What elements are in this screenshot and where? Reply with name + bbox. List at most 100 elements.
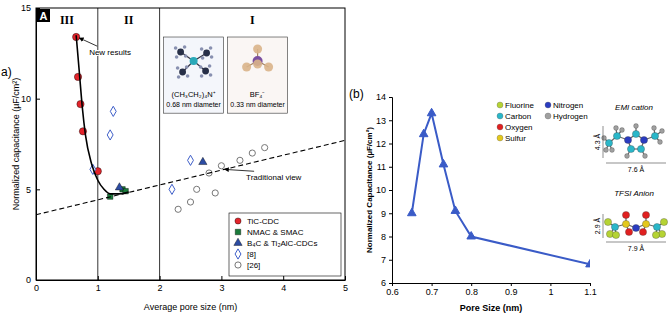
atom	[264, 63, 273, 72]
region-boundary	[159, 8, 160, 280]
atom	[253, 45, 262, 54]
molecule	[604, 211, 667, 238]
x-axis: 012345	[34, 276, 348, 293]
y-tick: 11	[377, 162, 392, 172]
atom	[185, 65, 189, 69]
atom	[183, 45, 187, 49]
x-axis-title: Pore Size (nm)	[460, 303, 523, 313]
x-tick-mark	[432, 283, 433, 286]
atom	[202, 68, 209, 75]
y-tick-label: 10	[21, 94, 31, 104]
marker	[419, 129, 428, 136]
x-tick-label: 1	[96, 283, 101, 293]
atom	[610, 148, 615, 153]
x-axis-line	[37, 280, 346, 281]
atom	[652, 231, 659, 238]
inset: BF₄⁻0.33 nm diameter	[228, 37, 288, 113]
atom	[605, 139, 612, 146]
y-tick-label: 11	[377, 162, 386, 172]
x-tick-mark	[345, 276, 346, 280]
y-tick-label: 9	[381, 209, 386, 219]
atom	[208, 64, 212, 68]
plot-frame	[36, 8, 345, 280]
panel-label: a)	[1, 65, 12, 79]
atom	[604, 148, 609, 153]
atom	[660, 129, 665, 134]
y-tick-mark	[36, 280, 40, 281]
y-tick-mark	[389, 260, 392, 261]
atom	[637, 145, 644, 152]
inset-frame	[164, 37, 224, 113]
y-tick: 9	[381, 209, 392, 219]
atom	[199, 65, 203, 69]
atom	[604, 218, 611, 225]
atom	[642, 211, 649, 218]
atom	[242, 63, 251, 72]
x-tick-label: 0.7	[426, 287, 439, 297]
y-tick: 7	[381, 255, 392, 265]
y-tick-mark	[389, 190, 392, 191]
legend-label: TiC-CDC	[247, 217, 279, 226]
y-tick-label: 7	[381, 255, 386, 265]
dimension-line	[603, 126, 604, 158]
legend-label: B₄C & Ti₂AlC-CDCs	[247, 239, 317, 248]
point	[212, 190, 218, 196]
y-tick: 8	[381, 232, 392, 242]
dimension-label: 4.3 Å	[593, 134, 601, 151]
molecule	[602, 124, 665, 159]
point	[169, 184, 175, 194]
atom	[175, 55, 179, 59]
atom	[179, 69, 186, 76]
atom	[622, 220, 629, 227]
atom-key: FluorineCarbonOxygenSulfurNitrogenHydrog…	[497, 101, 588, 143]
point	[249, 150, 255, 156]
y-tick-label: 15	[21, 3, 31, 13]
y-tick-mark	[389, 144, 392, 145]
y-tick-mark	[389, 213, 392, 214]
atom	[203, 50, 210, 57]
atom	[602, 136, 607, 141]
atom-key-swatch	[497, 102, 503, 108]
atom	[177, 75, 181, 79]
legend: TiC-CDCNMAC & SMACB₄C & Ti₂AlC-CDCs[8][2…	[229, 213, 341, 276]
y-tick-mark	[389, 120, 392, 121]
x-tick-mark	[98, 276, 99, 280]
atom	[653, 223, 660, 230]
x-tick-label: 0	[34, 283, 39, 293]
x-tick-mark	[550, 283, 551, 286]
atom-key-swatch	[497, 124, 503, 130]
point	[188, 155, 194, 165]
atom	[627, 145, 634, 152]
y-axis-line	[389, 98, 393, 284]
atom	[174, 46, 178, 50]
x-tick-mark	[221, 276, 222, 280]
legend-frame	[229, 213, 341, 276]
molecule-name: TFSI Anion	[614, 189, 654, 198]
x-tick: 5	[343, 276, 348, 293]
y-tick: 13	[376, 116, 392, 126]
y-tick-mark	[36, 189, 40, 190]
title: A	[40, 10, 48, 22]
atom	[639, 228, 646, 235]
y-tick: 0	[26, 275, 40, 285]
point	[194, 186, 200, 192]
atom	[201, 56, 205, 60]
y-axis: 051015	[21, 3, 40, 285]
x-tick-mark	[283, 276, 284, 280]
atom	[625, 228, 632, 235]
x-tick-mark	[471, 283, 472, 286]
y-tick-mark	[36, 99, 40, 100]
legend-marker	[235, 262, 241, 268]
y-tick-label: 13	[376, 116, 386, 126]
x-tick: 1	[548, 283, 553, 297]
dimension-label: 7.9 Å	[628, 244, 645, 252]
y-tick-label: 14	[376, 92, 386, 102]
atom-key-label: Fluorine	[505, 101, 534, 110]
x-tick: 1.1	[584, 283, 597, 297]
panel-b: 0.60.70.80.911.167891011121314Pore Size …	[349, 87, 668, 313]
marker	[427, 108, 436, 115]
y-tick-label: 10	[376, 185, 386, 195]
fit-curve	[76, 35, 129, 194]
y-tick: 12	[376, 139, 392, 149]
annotation: Traditional view	[246, 173, 302, 182]
